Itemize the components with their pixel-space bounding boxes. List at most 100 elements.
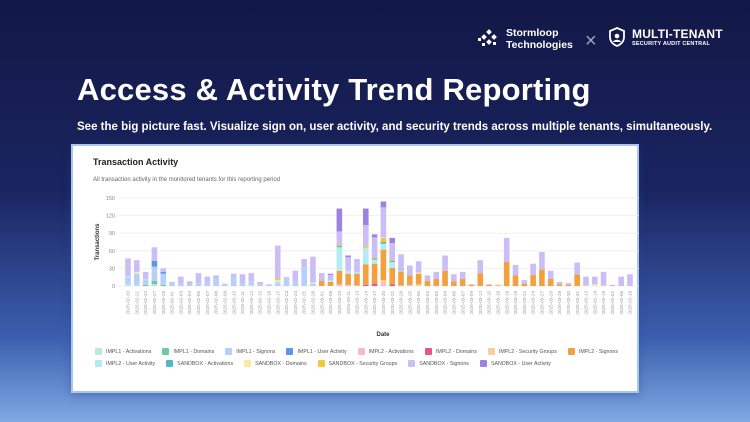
bar-segment [160, 273, 167, 285]
bar-segment [125, 258, 131, 277]
bar-segment [274, 245, 281, 279]
bar-segment [151, 280, 158, 285]
bar-segment [389, 261, 396, 268]
legend-item[interactable]: IMPL1 - User Activity [286, 348, 347, 355]
bar-segment [424, 280, 431, 286]
legend-item[interactable]: IMPL2 - Signons [567, 348, 619, 355]
bar-segment [407, 284, 413, 286]
bar-segment [565, 284, 572, 286]
bar-segment [512, 264, 519, 276]
bar-segment [230, 273, 237, 277]
x-tick-label: 2025-02-24 [293, 291, 298, 315]
x-tick-label: 2025-03-20 [381, 291, 386, 315]
bar-segment [600, 271, 607, 286]
x-tick-label: 2025-03-27 [540, 291, 545, 315]
legend-item[interactable]: SANDBOX - Security Groups [317, 360, 397, 367]
x-tick-label: 2025-02-14 [592, 291, 597, 315]
legend-swatch [162, 348, 170, 355]
bar-segment [583, 276, 589, 286]
bar-segment [151, 247, 158, 261]
bar-segment [151, 260, 158, 267]
bar-segment [591, 276, 598, 285]
bar-segment [574, 274, 580, 286]
legend-label: IMPL2 - Security Groups [498, 348, 557, 355]
bar-segment [327, 273, 334, 275]
bar-segment [274, 281, 281, 284]
bar-segment [257, 284, 263, 286]
legend-item[interactable]: IMPL2 - Activations [357, 348, 414, 355]
legend-item[interactable]: IMPL1 - Signons [225, 348, 275, 355]
bar-segment [415, 273, 422, 285]
bar-segment [495, 284, 501, 286]
bar-segment [468, 284, 475, 285]
legend-label: IMPL2 - Signons [578, 348, 619, 355]
legend-label: SANDBOX - Domains [255, 360, 307, 367]
x-tick-label: 2025-03-01 [319, 291, 324, 315]
x-tick-label: 2025-02-04 [187, 291, 192, 315]
bar-segment [345, 273, 351, 285]
legend-label: IMPL2 - Domains [435, 348, 477, 355]
x-tick-label: 2025-02-23 [284, 291, 289, 315]
bar-segment [327, 274, 334, 281]
x-tick-label: 2025-03-02 [425, 291, 430, 315]
legend-label: IMPL2 - Activations [368, 348, 414, 355]
legend-item[interactable]: SANDBOX - Activations [166, 360, 233, 367]
legend-item[interactable]: IMPL1 - Activations [95, 348, 151, 355]
bar-segment [371, 258, 378, 260]
bar-segment [600, 285, 607, 286]
bar-segment [503, 261, 510, 286]
page-title: Access & Activity Trend Reporting [77, 72, 591, 107]
bar-segment [407, 275, 413, 285]
x-tick-label: 2025-03-09 [469, 291, 474, 315]
bar-segment [266, 284, 272, 285]
bar-segment [239, 274, 246, 283]
bar-segment [336, 247, 343, 271]
bar-segment [195, 273, 202, 284]
bar-segment [486, 284, 492, 285]
legend-swatch [225, 348, 233, 355]
bar-segment [398, 270, 404, 272]
bar-segment [283, 278, 290, 286]
bar-segment [125, 276, 131, 278]
legend-item[interactable]: SANDBOX - User Activity [479, 360, 551, 367]
bar-segment [230, 276, 237, 286]
bar-segment [380, 237, 387, 242]
bar-segment [336, 231, 343, 245]
bar-segment [565, 283, 572, 285]
legend-item[interactable]: IMPL2 - Domains [424, 348, 477, 355]
y-tick-label: 120 [106, 214, 115, 220]
bar-segment [415, 272, 422, 274]
bar-segment [521, 283, 528, 286]
bar-segment [459, 271, 466, 279]
bar-segment [512, 275, 519, 286]
bar-segment [248, 273, 255, 282]
x-tick-label: 2025-03-12 [478, 291, 483, 315]
bar-segment [380, 201, 387, 208]
bar-segment [134, 271, 140, 274]
bar-segment [398, 271, 404, 286]
legend-item[interactable]: IMPL2 - Security Groups [487, 348, 557, 355]
legend-item[interactable]: IMPL2 - User Activity [95, 360, 155, 367]
y-tick-label: 90 [109, 231, 115, 237]
bar-segment [354, 273, 360, 286]
x-tick-label: 2025-03-11 [346, 291, 351, 315]
brand-name-line2: Technologies [506, 39, 573, 51]
bar-segment [222, 283, 228, 285]
legend-item[interactable]: SANDBOX - Signons [408, 360, 469, 367]
x-tick-label: 2025-02-10 [231, 291, 236, 315]
legend-item[interactable]: IMPL1 - Domains [162, 348, 214, 355]
bar-segment [495, 285, 501, 286]
bar-segment [327, 281, 334, 286]
bar-segment [362, 247, 369, 265]
bar-segment [336, 270, 343, 285]
x-tick-label: 2025-03-28 [548, 291, 553, 315]
x-tick-label: 2025-02-02 [610, 291, 615, 315]
bar-segment [318, 273, 325, 281]
legend-item[interactable]: SANDBOX - Domains [244, 360, 307, 367]
transaction-activity-card: Transaction Activity All transaction act… [71, 144, 639, 393]
bar-segment [398, 254, 404, 270]
bar-segment [371, 263, 378, 284]
bar-segment [398, 285, 404, 286]
legend-label: SANDBOX - Signons [419, 360, 469, 367]
bar-segment [354, 285, 360, 286]
